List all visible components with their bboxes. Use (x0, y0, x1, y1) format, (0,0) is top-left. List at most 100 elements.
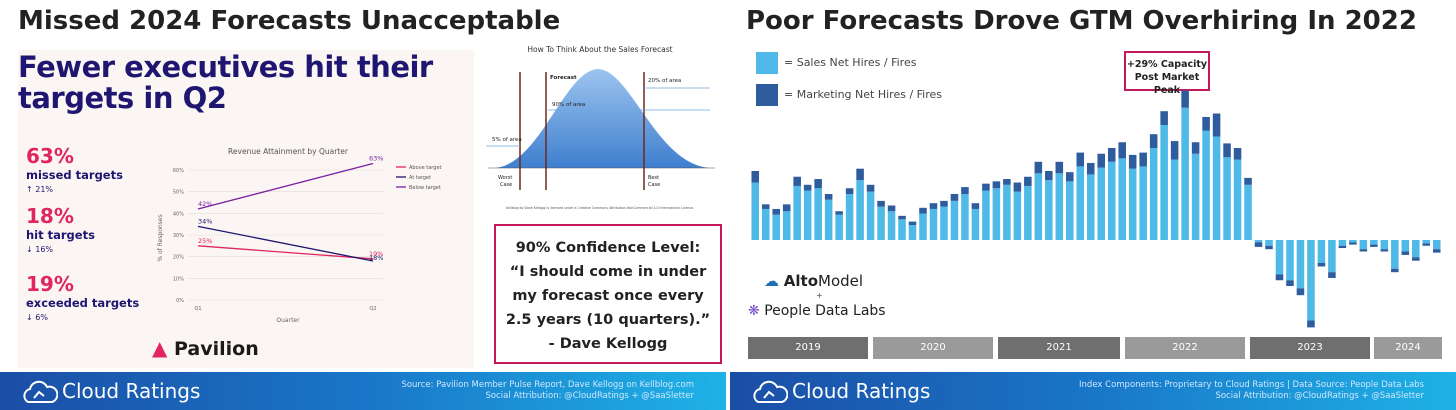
chart-title: Revenue Attainment by Quarter (228, 147, 349, 156)
gtm-hiring-chart (751, 90, 1441, 328)
bar-sales (1412, 240, 1420, 258)
bar-marketing (1149, 134, 1158, 148)
bar-sales (1275, 240, 1284, 275)
bar-marketing (1097, 153, 1106, 168)
stat-change: ↓ 6% (26, 313, 48, 322)
x-tick-label: Q1 (194, 306, 201, 312)
brain-icon: ❋ (748, 303, 760, 319)
year-2023: 2023 (1250, 337, 1370, 359)
bar-marketing (1338, 245, 1347, 249)
data-label: 63% (369, 155, 383, 163)
stat-value: 63% (26, 144, 74, 168)
bar-marketing (1181, 90, 1189, 108)
bar-sales (877, 206, 885, 240)
bar-marketing (761, 204, 770, 209)
bar-sales (1317, 240, 1326, 263)
bar-marketing (793, 176, 801, 186)
bar-sales (1013, 191, 1022, 240)
bar-sales (1097, 167, 1106, 240)
bar-sales (761, 208, 770, 240)
bar-sales (1422, 240, 1431, 244)
stat-change: ↓ 16% (26, 245, 54, 254)
bar-sales (1212, 136, 1221, 240)
people-data-labs-logo: ❋ People Data Labs (748, 303, 886, 319)
bar-marketing (1045, 171, 1053, 181)
bar-sales (919, 213, 927, 240)
bar-sales (1191, 153, 1200, 240)
bar-sales (950, 200, 959, 240)
stat-change: ↑ 21% (26, 185, 54, 194)
legend-label: At target (409, 175, 431, 181)
bar-marketing (1391, 268, 1399, 273)
legend-label: = Sales Net Hires / Fires (784, 56, 917, 69)
year-2022: 2022 (1125, 337, 1245, 359)
source-line: Index Components: Proprietary to Cloud R… (1079, 380, 1424, 390)
cloud-icon (753, 380, 788, 403)
quote-line: 2.5 years (10 quarters).” (505, 312, 711, 328)
bar-marketing (1055, 161, 1064, 174)
source-line: Source: Pavilion Member Pulse Report, Da… (401, 380, 694, 390)
bar-sales (982, 190, 990, 240)
bar-sales (1055, 173, 1064, 240)
bar-sales (1244, 184, 1252, 240)
bar-marketing (961, 187, 969, 194)
legend-label: = Marketing Net Hires / Fires (784, 88, 943, 101)
bar-sales (1034, 173, 1043, 240)
bar-sales (1370, 240, 1378, 245)
series-line (197, 225, 374, 262)
bar-marketing (1286, 280, 1294, 286)
legend-label: Above target (409, 165, 442, 171)
left-panel: Missed 2024 Forecasts Unacceptable Fewer… (0, 0, 728, 372)
bar-marketing (824, 194, 833, 200)
bar-sales (898, 219, 906, 240)
bar-marketing (1128, 154, 1137, 169)
right-panel: Poor Forecasts Drove GTM Overhiring In 2… (728, 0, 1456, 372)
bar-marketing (971, 203, 980, 209)
bar-sales (1233, 159, 1242, 240)
bar-marketing (1401, 251, 1410, 255)
attribution-line: Social Attribution: @CloudRatings + @Saa… (1215, 391, 1424, 401)
bar-sales (845, 194, 854, 240)
stat-label: missed targets (26, 168, 123, 182)
stat-missed: 63% missed targets ↑ 21% (26, 144, 123, 194)
footer-source: Source: Pavilion Member Pulse Report, Da… (401, 380, 694, 402)
bar-marketing (1349, 242, 1357, 245)
bar-sales (1118, 158, 1126, 240)
footer-left: Cloud Ratings Source: Pavilion Member Pu… (0, 372, 726, 410)
bar-marketing (1013, 182, 1022, 192)
bar-sales (1045, 180, 1053, 240)
bar-marketing (887, 205, 896, 212)
stat-value: 19% (26, 272, 74, 296)
bar-sales (1139, 166, 1147, 240)
data-label: 19% (369, 250, 383, 258)
brand-light: Ratings (119, 379, 201, 403)
right-title: Poor Forecasts Drove GTM Overhiring In 2… (746, 6, 1417, 36)
bar-marketing (908, 221, 917, 226)
x-axis-label: Quarter (276, 317, 300, 322)
bar-marketing (950, 194, 959, 201)
alto-bold: Alto (783, 272, 819, 290)
legend-sales: = Sales Net Hires / Fires (756, 52, 916, 74)
bar-marketing (1359, 249, 1368, 252)
pavilion-logo-text: Pavilion (174, 338, 259, 360)
bar-marketing (1191, 142, 1200, 154)
bar-marketing (1412, 257, 1420, 261)
legend-swatch (756, 84, 778, 106)
y-tick-label: 50% (173, 190, 184, 196)
footer-source: Index Components: Proprietary to Cloud R… (1079, 380, 1424, 402)
cloud-icon (23, 380, 58, 403)
quote-line: 90% Confidence Level: (515, 240, 701, 256)
bar-sales (940, 206, 948, 240)
y-tick-label: 0% (176, 298, 184, 304)
bar-sales (992, 188, 1001, 240)
bar-sales (1391, 240, 1399, 269)
footer-right: Cloud Ratings Index Components: Propriet… (730, 372, 1456, 410)
bar-marketing (929, 203, 938, 209)
bar-marketing (1212, 113, 1221, 137)
bar-marketing (1328, 272, 1336, 278)
bar-marketing (898, 215, 906, 220)
bar-sales (1086, 174, 1095, 240)
legend-label: Below target (409, 185, 441, 191)
bar-sales (803, 190, 812, 240)
bar-marketing (1202, 116, 1210, 131)
